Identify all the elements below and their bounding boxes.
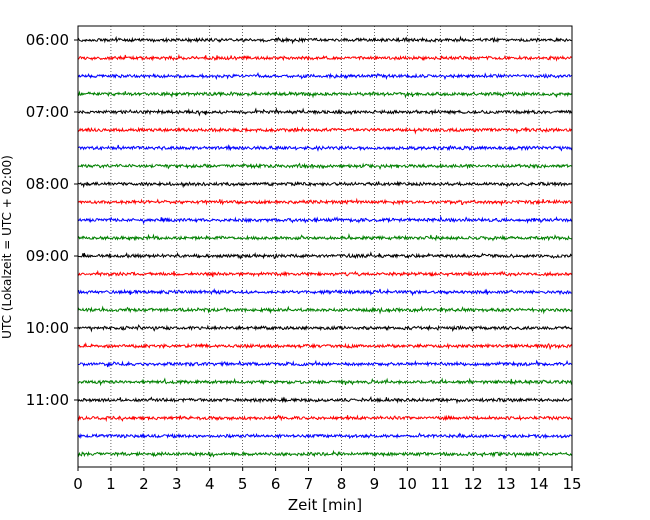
trace-1030	[77, 359, 573, 368]
trace-0900	[77, 251, 573, 260]
x-tick-label: 7	[304, 475, 314, 493]
y-tick-label: 11:00	[26, 391, 69, 409]
y-tick-label: 07:00	[26, 103, 69, 121]
trace-0945	[77, 305, 573, 315]
plot-background	[78, 26, 572, 467]
trace-1115	[77, 414, 573, 423]
trace-0715	[77, 126, 573, 135]
trace-0615	[77, 53, 573, 62]
x-tick-label: 14	[530, 475, 549, 493]
trace-0800	[78, 180, 573, 189]
trace-0745	[77, 162, 573, 170]
trace-0815	[77, 197, 573, 207]
trace-1130	[77, 432, 573, 441]
trace-1045	[77, 377, 573, 387]
y-axis-ticks: 06:00 07:00 08:00 09:00 10:00 11:00	[26, 31, 78, 409]
x-tick-label: 2	[139, 475, 149, 493]
x-tick-label: 8	[337, 475, 347, 493]
x-tick-label: 1	[106, 475, 116, 493]
trace-1015	[77, 342, 573, 351]
x-tick-label: 11	[431, 475, 450, 493]
trace-0930	[77, 288, 573, 297]
x-axis-label: Zeit [min]	[288, 496, 362, 514]
x-tick-label: 5	[238, 475, 248, 493]
trace-0730	[77, 143, 573, 152]
x-tick-label: 15	[562, 475, 581, 493]
x-tick-label: 6	[271, 475, 281, 493]
x-tick-label: 9	[370, 475, 380, 493]
trace-0600	[77, 35, 573, 45]
x-tick-label: 0	[73, 475, 83, 493]
x-tick-label: 3	[172, 475, 182, 493]
plot-frame	[77, 25, 573, 468]
seismic-traces	[77, 35, 573, 459]
x-axis-ticks: 0 1 2 3 4 5 6 7 8 9 10 11 12 13 14 15	[73, 467, 582, 493]
trace-0630	[77, 72, 573, 81]
y-tick-label: 06:00	[26, 31, 69, 49]
trace-1000	[77, 324, 573, 333]
y-axis-label: UTC (Lokalzeit = UTC + 02:00)	[0, 155, 14, 339]
trace-1100	[77, 396, 573, 405]
trace-0845	[77, 233, 573, 242]
trace-0700	[77, 107, 573, 117]
trace-0830	[77, 215, 573, 225]
y-tick-label: 10:00	[26, 319, 69, 337]
y-tick-label: 09:00	[26, 247, 69, 265]
trace-1145	[77, 449, 573, 459]
x-tick-label: 4	[205, 475, 215, 493]
x-tick-label: 12	[464, 475, 483, 493]
trace-0915	[77, 269, 573, 278]
trace-0645	[77, 90, 573, 99]
y-tick-label: 08:00	[26, 175, 69, 193]
x-tick-label: 10	[398, 475, 417, 493]
x-tick-label: 13	[497, 475, 516, 493]
